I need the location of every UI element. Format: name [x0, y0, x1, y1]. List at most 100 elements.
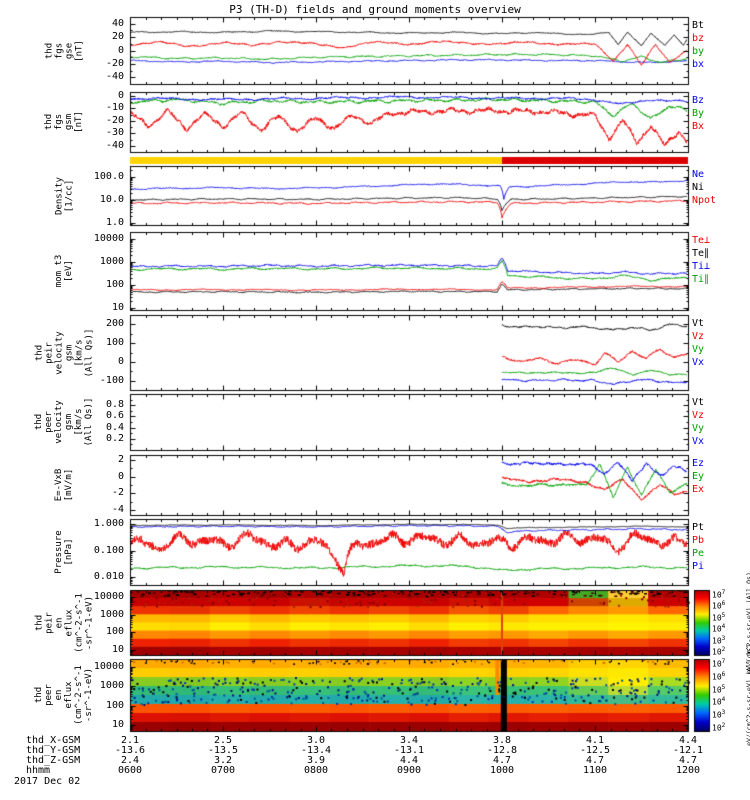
footer-label-y-gsm: thd_Y-GSM — [26, 745, 81, 756]
legend-Ni: Ni — [692, 182, 705, 193]
y-tick-label: 100.0 — [93, 170, 124, 182]
y-tick-label: -20 — [105, 114, 124, 126]
footer-value: -13.1 — [393, 745, 425, 756]
date-label: 2017 Dec 02 — [14, 776, 81, 787]
y-tick-label: -4 — [111, 504, 124, 515]
colorbar-tick-label: 103 — [712, 709, 726, 720]
y-tick-label: 40 — [111, 17, 124, 29]
colorbar-tick-label: 102 — [712, 646, 726, 657]
footer-value: 4.4 — [399, 755, 419, 766]
y-tick-label: 10000 — [93, 660, 124, 672]
y-tick-label: -20 — [105, 57, 124, 69]
y-tick-label: 10.0 — [99, 193, 124, 205]
y-tick-label: -2 — [111, 487, 124, 499]
y-tick-label: 100 — [105, 337, 124, 349]
legend-Pi: Pi — [692, 561, 705, 572]
footer-value: -12.1 — [672, 745, 704, 756]
legend-Pe: Pe — [692, 548, 705, 559]
legend-Ey: Ey — [692, 471, 705, 482]
footer-label-z-gsm: thd_Z-GSM — [26, 755, 81, 766]
legend-Pb: Pb — [692, 535, 705, 546]
footer-value: 3.4 — [399, 735, 419, 746]
footer-value: 3.9 — [306, 755, 326, 766]
footer-value: 1100 — [582, 765, 608, 776]
footer-value: 1000 — [489, 765, 515, 776]
plot-title: P3 (TH-D) fields and ground moments over… — [229, 3, 521, 16]
y-tick-label: 1000 — [99, 680, 124, 692]
footer-value: 0700 — [210, 765, 236, 776]
colorbar-tick-label: 105 — [712, 683, 726, 695]
footer-value: 2.5 — [213, 735, 233, 746]
footer-value: 3.0 — [306, 735, 326, 746]
y-tick-label: 2 — [117, 454, 124, 465]
legend-Bx: Bx — [692, 121, 705, 132]
y-tick-label: 10 — [111, 301, 124, 313]
legend-Ez: Ez — [692, 458, 705, 469]
footer-value: -12.5 — [579, 745, 611, 756]
footer-value: 3.8 — [492, 735, 512, 746]
y-tick-label: 0.4 — [105, 421, 124, 433]
y-tick-label: 0.6 — [105, 410, 124, 422]
y-tick-label: 1.0 — [105, 216, 124, 228]
colorbar-unit-label: eV/(cm^2-s-sr-eV) (All Qs) — [745, 644, 750, 746]
legend-Vx: Vx — [692, 357, 705, 368]
colorbar-tick-label: 104 — [712, 623, 726, 634]
legend-Ne: Ne — [692, 169, 705, 180]
legend-By: By — [692, 108, 705, 119]
y-tick-label: 1000 — [99, 255, 124, 267]
footer-value: -13.6 — [114, 745, 146, 756]
legend-Vz: Vz — [692, 331, 705, 342]
legend-bx: bx — [692, 59, 705, 70]
y-tick-label: -40 — [105, 139, 124, 151]
y-tick-label: 0.2 — [105, 432, 124, 444]
legend-Vy: Vy — [692, 344, 705, 355]
colorbar-tick-label: 107 — [712, 658, 726, 669]
legend-Bt: Bt — [692, 20, 705, 31]
footer-value: 3.2 — [213, 755, 233, 766]
footer-value: 1200 — [675, 765, 701, 776]
y-tick-label: 200 — [105, 318, 124, 330]
y-tick-label: 0 — [117, 44, 124, 56]
y-tick-label: 10000 — [93, 232, 124, 244]
y-tick-label: 100 — [105, 278, 124, 290]
footer-value: -12.8 — [486, 745, 518, 756]
legend-Vy: Vy — [692, 423, 705, 434]
footer-value: 4.7 — [585, 755, 605, 766]
footer-value: 2.1 — [120, 735, 140, 746]
footer-value: -13.5 — [207, 745, 239, 756]
y-tick-label: 0.010 — [93, 571, 124, 583]
legend-Npot: Npot — [692, 195, 717, 206]
y-tick-label: 0.8 — [105, 399, 124, 411]
legend-Vt: Vt — [692, 397, 705, 408]
footer-value: 0900 — [396, 765, 422, 776]
colorbar-tick-label: 106 — [712, 600, 726, 612]
y-tick-label: 100 — [105, 626, 124, 638]
footer-value: 4.7 — [492, 755, 512, 766]
legend-Vt: Vt — [692, 318, 705, 329]
colorbar-tick-label: 107 — [712, 589, 726, 600]
y-tick-label: -30 — [105, 127, 124, 139]
legend-by: by — [692, 46, 705, 57]
legend-Bz: Bz — [692, 95, 705, 106]
footer-value: 4.4 — [678, 735, 698, 746]
colorbar-tick-label: 106 — [712, 670, 726, 682]
legend-Vz: Vz — [692, 410, 705, 421]
footer-value: -13.4 — [300, 745, 332, 756]
y-tick-label: 1000 — [99, 608, 124, 620]
legend-bz: bz — [692, 33, 705, 44]
y-tick-label: -10 — [105, 102, 124, 114]
y-tick-label: 100 — [105, 699, 124, 711]
footer-label-x-gsm: thd_X-GSM — [26, 735, 81, 746]
y-tick-label: -100 — [99, 374, 124, 386]
y-tick-label: -40 — [105, 71, 124, 83]
y-tick-label: 1.000 — [93, 518, 124, 530]
footer-value: 0600 — [117, 765, 143, 776]
y-tick-label: 10 — [111, 643, 124, 655]
y-tick-label: 0 — [117, 470, 124, 482]
legend-Pt: Pt — [692, 522, 705, 533]
colorbar-tick-label: 103 — [712, 634, 726, 646]
legend-Vx: Vx — [692, 436, 705, 447]
y-tick-label: 0 — [117, 355, 124, 367]
